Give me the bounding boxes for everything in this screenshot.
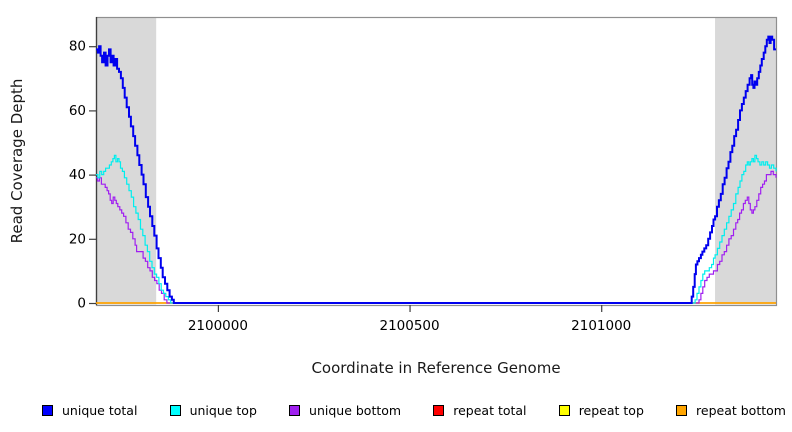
legend-label: unique bottom	[309, 402, 402, 418]
y-axis-title: Read Coverage Depth	[8, 78, 26, 244]
series-unique-bottom-line	[96, 170, 777, 304]
legend-item-repeat-bottom: repeat bottom	[676, 403, 786, 418]
legend-label: repeat bottom	[696, 402, 786, 418]
legend-item-repeat-total: repeat total	[433, 402, 527, 418]
coverage-plot-canvas: 2100000 2100500 2101000 0 20 40 60 80	[69, 16, 778, 334]
legend-item-repeat-top: repeat top	[558, 402, 644, 418]
x-axis-tick-label: 2101000	[571, 318, 631, 334]
legend-item-unique-total: unique total	[42, 403, 137, 418]
series-unique-top-line	[96, 154, 777, 304]
y-axis-tick-label: 20	[69, 231, 86, 247]
series-unique-total-line	[96, 35, 776, 304]
y-axis-tick-label: 60	[69, 103, 86, 119]
y-axis-tick-label: 0	[77, 296, 86, 312]
shaded-region-right	[715, 17, 776, 305]
legend-swatch-icon	[676, 404, 688, 416]
plot-box	[95, 16, 778, 307]
legend: unique total unique top unique bottom repea…	[42, 398, 786, 422]
x-axis-tick-label: 2100000	[188, 318, 248, 334]
legend-label: repeat total	[453, 402, 527, 418]
legend-swatch-icon	[289, 404, 301, 416]
legend-swatch-icon	[169, 404, 181, 416]
legend-swatch-icon	[433, 404, 445, 416]
y-axis-tick-label: 80	[69, 39, 86, 55]
legend-label: unique total	[62, 402, 138, 418]
y-axis-tick-label: 40	[69, 167, 86, 183]
x-axis-tick-label: 2100500	[379, 318, 439, 334]
legend-label: unique top	[189, 402, 257, 418]
legend-label: repeat top	[578, 402, 644, 418]
legend-swatch-icon	[558, 404, 570, 416]
legend-item-unique-top: unique top	[169, 402, 257, 418]
x-axis-title: Coordinate in Reference Genome	[311, 359, 561, 377]
legend-item-unique-bottom: unique bottom	[289, 403, 401, 418]
legend-swatch-icon	[42, 404, 53, 416]
